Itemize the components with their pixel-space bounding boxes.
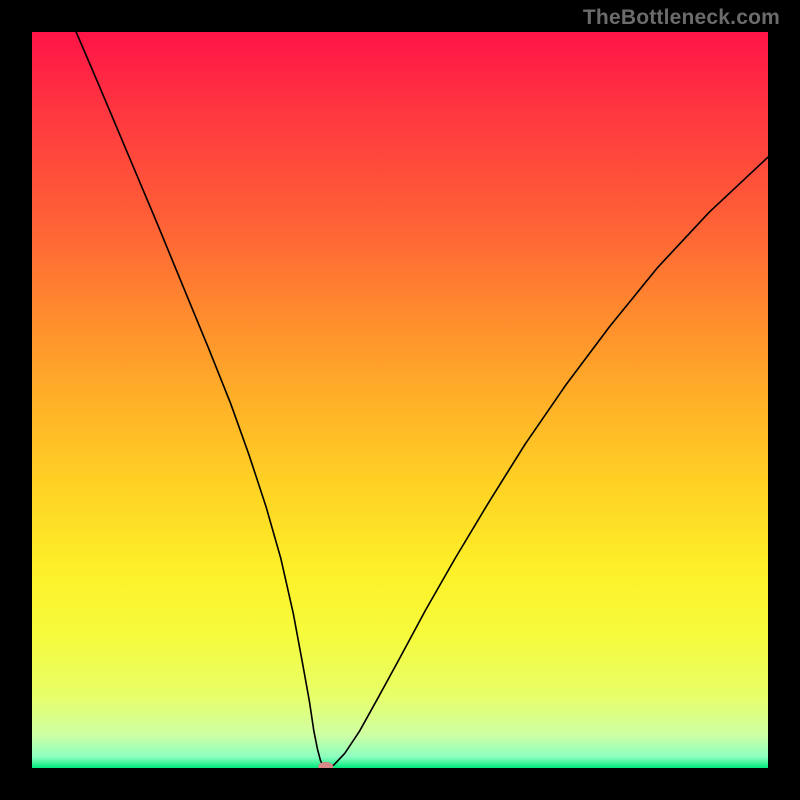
curve-layer	[32, 32, 768, 768]
plot-area	[32, 32, 768, 768]
gradient-background	[32, 32, 768, 768]
watermark-text: TheBottleneck.com	[583, 6, 780, 30]
bottleneck-chart: TheBottleneck.com	[0, 0, 800, 800]
minimum-marker	[318, 762, 333, 768]
bottleneck-curve	[76, 32, 768, 768]
